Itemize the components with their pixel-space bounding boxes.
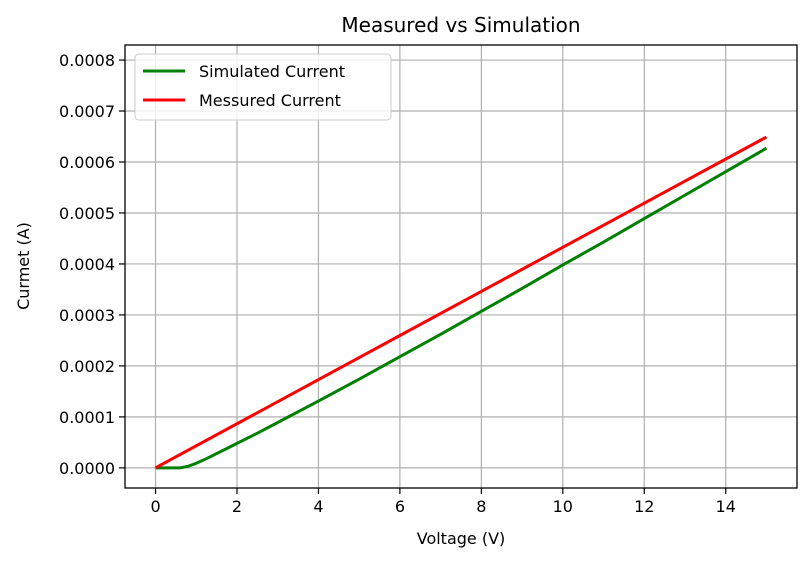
y-tick-label: 0.0000 [59,459,115,478]
y-tick-label: 0.0004 [59,255,115,274]
x-tick-label: 2 [232,497,242,516]
series-line-measured [154,135,768,470]
y-tick-label: 0.0006 [59,153,115,172]
x-tick-label: 6 [395,497,405,516]
x-axis-label: Voltage (V) [417,529,506,548]
legend-label-simulated: Simulated Current [199,62,345,81]
x-tick-label: 0 [150,497,160,516]
y-tick-label: 0.0001 [59,408,115,427]
axis-ticks: 0 2 4 6 8 10 12 14 0.0000 0.0001 0.0002 0.0003 0.000… [59,51,736,516]
legend-label-measured: Messured Current [199,91,341,110]
y-axis-label: Curmet (A) [14,222,33,310]
x-tick-label: 12 [634,497,654,516]
series-layer [154,135,768,470]
y-tick-label: 0.0005 [59,204,115,223]
legend: Simulated Current Messured Current [134,53,392,121]
x-tick-label: 10 [553,497,573,516]
series-line-simulated [155,146,768,470]
x-tick-label: 8 [476,497,486,516]
y-tick-label: 0.0002 [59,357,115,376]
y-tick-label: 0.0007 [59,102,115,121]
x-tick-label: 4 [313,497,323,516]
x-tick-label: 14 [716,497,736,516]
y-tick-label: 0.0003 [59,306,115,325]
y-tick-label: 0.0008 [59,51,115,70]
legend-box [134,53,392,121]
chart-title: Measured vs Simulation [341,13,580,37]
plot-frame [124,44,798,489]
